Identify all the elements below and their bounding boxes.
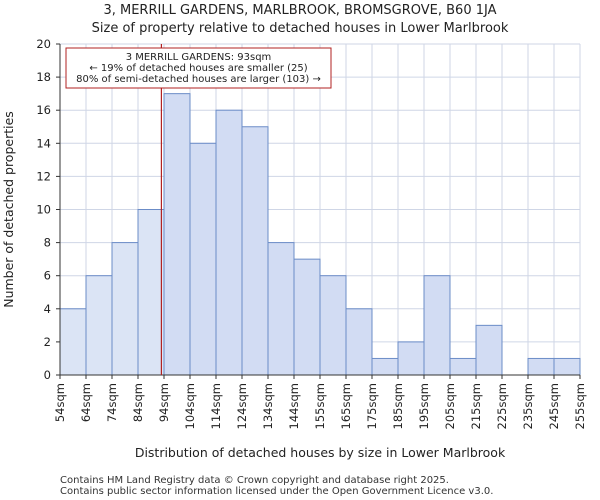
- x-tick-label: 255sqm: [573, 383, 587, 429]
- x-tick-label: 134sqm: [261, 383, 275, 429]
- x-tick-label: 235sqm: [521, 383, 535, 429]
- y-tick-label: 18: [36, 70, 51, 84]
- histogram-bar: [423, 275, 451, 376]
- histogram-bar: [111, 242, 139, 376]
- y-tick-label: 14: [36, 136, 51, 150]
- x-tick-labels: 54sqm 64sqm 74sqm 84sqm 94sqm 104sqm 114sqm 124…: [53, 375, 587, 429]
- x-tick-label: 175sqm: [365, 383, 379, 429]
- y-tick-labels: 0 2 4 6 8 10 12 14 16 18 20: [36, 37, 60, 382]
- x-tick-label: 215sqm: [469, 383, 483, 429]
- histogram-bar: [241, 126, 269, 376]
- histogram-bar: [293, 258, 321, 376]
- histogram-bar: [475, 324, 503, 376]
- y-tick-label: 2: [44, 335, 51, 349]
- histogram-bar: [137, 209, 165, 376]
- x-tick-label: 185sqm: [391, 383, 405, 429]
- x-tick-label: 225sqm: [495, 383, 509, 429]
- annotation-frame: [65, 47, 332, 89]
- histogram-bar: [59, 308, 87, 376]
- x-tick-label: 144sqm: [287, 383, 301, 429]
- y-tick-label: 4: [44, 302, 51, 316]
- y-tick-label: 10: [36, 203, 51, 217]
- chart-subtitle: Size of property relative to detached ho…: [91, 21, 509, 36]
- x-tick-label: 205sqm: [443, 383, 457, 429]
- x-tick-label: 84sqm: [131, 383, 145, 422]
- y-tick-label: 12: [36, 169, 51, 183]
- x-tick-label: 54sqm: [53, 383, 67, 422]
- annotation-line-1: 3 MERRILL GARDENS: 93sqm: [126, 52, 272, 63]
- x-tick-label: 114sqm: [209, 383, 223, 429]
- annotation-line-3: 80% of semi-detached houses are larger (…: [76, 74, 321, 85]
- histogram-bar: [553, 357, 581, 376]
- histogram-bar: [397, 341, 425, 376]
- annotation-line-2: ← 19% of detached houses are smaller (25…: [89, 63, 307, 74]
- histogram-bar: [163, 93, 191, 376]
- histogram-bar: [215, 109, 243, 376]
- x-tick-label: 245sqm: [547, 383, 561, 429]
- histogram-bar: [371, 357, 399, 376]
- x-tick-label: 195sqm: [417, 383, 431, 429]
- x-tick-label: 165sqm: [339, 383, 353, 429]
- histogram-bar: [85, 275, 113, 376]
- x-tick-label: 94sqm: [157, 383, 171, 422]
- y-tick-label: 16: [36, 103, 51, 117]
- y-axis-label: Number of detached properties: [1, 111, 16, 308]
- x-tick-label: 155sqm: [313, 383, 327, 429]
- histogram-bar: [319, 275, 347, 376]
- histogram-bar: [345, 308, 373, 376]
- x-axis-label: Distribution of detached houses by size …: [135, 445, 506, 460]
- y-tick-label: 6: [44, 269, 51, 283]
- histogram-bar: [527, 357, 555, 376]
- footer-licence: Contains public sector information licen…: [60, 486, 494, 497]
- x-tick-label: 74sqm: [105, 383, 119, 422]
- histogram-chart: 0 2 4 6 8 10 12 14 16 18 20 54sqm 64sqm 74sqm 84sqm 94…: [1, 37, 587, 460]
- y-tick-label: 20: [36, 37, 51, 51]
- histogram-bar: [449, 357, 477, 376]
- chart-title: 3, MERRILL GARDENS, MARLBROOK, BROMSGROV…: [103, 3, 497, 18]
- x-tick-label: 124sqm: [235, 383, 249, 429]
- x-tick-label: 64sqm: [79, 383, 93, 422]
- histogram-bar: [189, 142, 217, 376]
- footer-copyright: Contains HM Land Registry data © Crown c…: [60, 475, 449, 486]
- bars: [59, 93, 581, 376]
- annotation-box: 3 MERRILL GARDENS: 93sqm ← 19% of detach…: [65, 47, 332, 89]
- x-tick-label: 104sqm: [183, 383, 197, 429]
- y-tick-label: 8: [44, 236, 51, 250]
- histogram-bar: [267, 242, 295, 376]
- y-tick-label: 0: [44, 368, 51, 382]
